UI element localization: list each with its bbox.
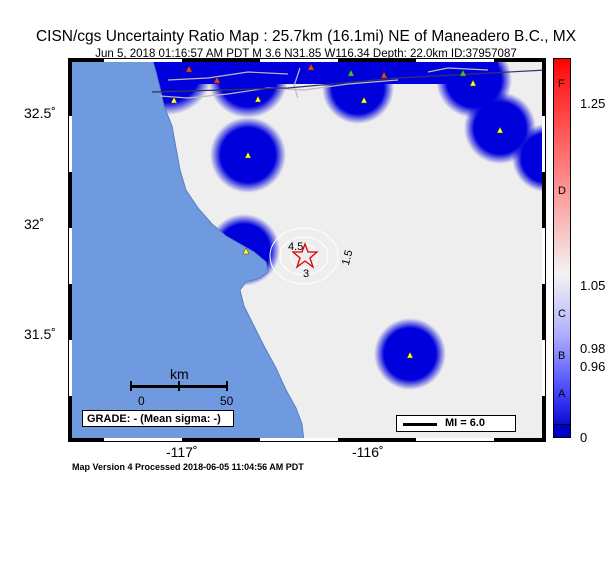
colorbar-tick: 1.05 (580, 278, 606, 293)
station-circle (322, 58, 394, 124)
lat-tick-label: 31.5˚ (24, 326, 56, 342)
contours (269, 227, 339, 285)
grade-letter: D (558, 185, 566, 197)
map-title: CISN/cgs Uncertainty Ratio Map : 25.7km … (35, 28, 577, 45)
stations (170, 63, 504, 359)
scale-max-label: 50 (220, 394, 234, 408)
mi-legend-label: MI = 6.0 (445, 417, 486, 429)
station-marker (360, 96, 368, 104)
event-info: Jun 5, 2018 01:16:57 AM PDT M 3.6 N31.85… (95, 48, 517, 60)
colorbar-tick: 0.96 (580, 359, 606, 374)
scale-title: km (170, 366, 189, 382)
station-marker (469, 79, 477, 87)
colorbar (553, 58, 571, 431)
contour-label: 3 (303, 268, 309, 280)
grade-letter: B (558, 350, 566, 362)
map-canvas: 4.5 3 1.5 (68, 58, 546, 442)
ocean-area (68, 58, 305, 442)
station-marker (244, 151, 252, 159)
contour-label: 1.5 (340, 249, 356, 267)
station-marker (307, 63, 315, 71)
grade-letter: A (558, 388, 566, 400)
colorbar-tick: 0.98 (580, 341, 606, 356)
mi-legend-line (403, 423, 437, 426)
map-border (68, 58, 546, 442)
map-area: 4.5 3 1.5 (68, 58, 546, 442)
station-marker (242, 247, 250, 255)
grade-letter: F (558, 78, 565, 90)
lat-tick-label: 32.5˚ (24, 105, 56, 121)
frame-tick-gaps (68, 58, 546, 442)
station-marker (496, 126, 504, 134)
mi-legend: MI = 6.0 (396, 415, 516, 432)
lon-tick-label: -116˚ (352, 444, 384, 460)
station-marker (406, 351, 414, 359)
station-marker (254, 95, 262, 103)
colorbar-tick: 0 (580, 430, 588, 445)
grade-box: GRADE: - (Mean sigma: -) (82, 410, 234, 427)
scale-tick (226, 381, 228, 391)
grade-letter: C (558, 308, 566, 320)
colorbar-tick: 1.25 (580, 96, 606, 111)
station-marker (380, 71, 388, 79)
epicenter-star (291, 242, 319, 269)
contour-label: 4.5 (288, 241, 303, 253)
station-marker (347, 69, 355, 77)
international-border (151, 69, 546, 93)
scale-tick (178, 381, 180, 391)
scale-min-label: 0 (138, 394, 145, 408)
lon-tick-label: -117˚ (166, 444, 198, 460)
station-marker (170, 96, 178, 104)
scale-tick (130, 381, 132, 391)
map-version-footer: Map Version 4 Processed 2018-06-05 11:04… (72, 462, 304, 472)
lat-tick-label: 32˚ (24, 216, 45, 232)
colorbar-zero-swatch (553, 424, 571, 438)
station-marker (213, 76, 221, 84)
station-marker (459, 69, 467, 77)
colorbar-gradient (553, 58, 571, 431)
station-circle (512, 124, 546, 192)
station-marker (185, 65, 193, 73)
